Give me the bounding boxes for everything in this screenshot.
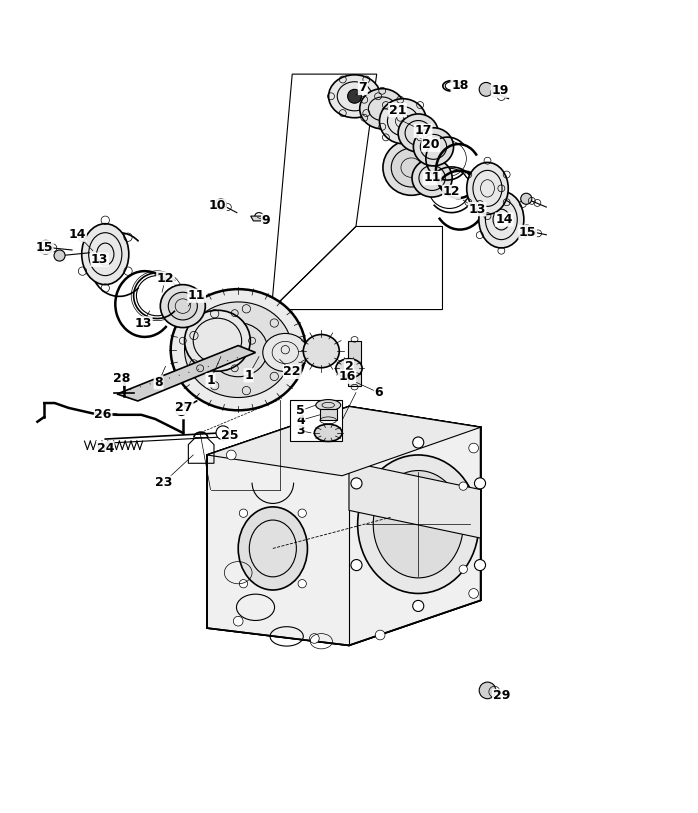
Ellipse shape: [412, 159, 452, 197]
Ellipse shape: [413, 128, 454, 166]
Text: 21: 21: [389, 103, 406, 116]
Text: 13: 13: [135, 317, 152, 330]
Circle shape: [459, 565, 468, 573]
Text: 28: 28: [113, 372, 131, 385]
Circle shape: [176, 404, 187, 415]
Text: 8: 8: [154, 376, 163, 389]
Circle shape: [469, 443, 479, 453]
Circle shape: [226, 450, 236, 460]
Circle shape: [351, 559, 362, 571]
Polygon shape: [207, 406, 480, 646]
Text: 11: 11: [188, 289, 205, 302]
Polygon shape: [117, 346, 255, 401]
Circle shape: [309, 633, 319, 643]
Ellipse shape: [171, 289, 306, 411]
Polygon shape: [348, 341, 362, 385]
Circle shape: [216, 198, 226, 210]
Text: 19: 19: [491, 85, 509, 98]
Ellipse shape: [304, 334, 339, 367]
Ellipse shape: [82, 224, 129, 285]
Text: 13: 13: [468, 202, 486, 215]
Text: 22: 22: [283, 365, 301, 378]
Text: 1: 1: [244, 369, 253, 382]
Circle shape: [298, 509, 306, 517]
Circle shape: [459, 482, 468, 490]
Text: 16: 16: [339, 370, 355, 383]
Text: 12: 12: [443, 185, 460, 198]
Ellipse shape: [238, 506, 307, 590]
Ellipse shape: [357, 455, 479, 593]
Text: 29: 29: [493, 689, 510, 702]
Text: 27: 27: [175, 402, 193, 415]
Text: 17: 17: [415, 124, 432, 137]
Ellipse shape: [329, 75, 380, 118]
Ellipse shape: [315, 399, 341, 411]
Polygon shape: [320, 409, 336, 420]
Text: 11: 11: [424, 172, 441, 185]
Polygon shape: [207, 406, 480, 476]
Circle shape: [475, 478, 486, 489]
Text: 9: 9: [262, 215, 270, 228]
Ellipse shape: [392, 148, 431, 187]
Text: 5: 5: [296, 404, 305, 417]
Circle shape: [475, 559, 486, 571]
Ellipse shape: [314, 424, 342, 441]
Text: 18: 18: [451, 80, 468, 93]
Polygon shape: [290, 399, 342, 441]
Text: 1: 1: [206, 374, 215, 387]
Polygon shape: [349, 462, 480, 538]
Ellipse shape: [168, 292, 198, 320]
Circle shape: [469, 589, 479, 598]
Circle shape: [239, 509, 248, 517]
Text: 15: 15: [36, 241, 53, 254]
Text: 14: 14: [496, 213, 513, 226]
Circle shape: [521, 193, 532, 204]
Text: 3: 3: [296, 424, 305, 437]
Text: 10: 10: [209, 199, 226, 212]
Circle shape: [351, 478, 362, 489]
Text: 26: 26: [94, 408, 112, 421]
Circle shape: [239, 580, 248, 588]
Text: 13: 13: [91, 253, 108, 266]
Circle shape: [39, 241, 52, 254]
Ellipse shape: [467, 163, 508, 215]
Circle shape: [376, 630, 385, 640]
Text: 12: 12: [157, 272, 174, 285]
Text: 24: 24: [96, 441, 114, 454]
Ellipse shape: [184, 311, 251, 372]
Text: 20: 20: [422, 138, 440, 151]
Text: 4: 4: [296, 414, 305, 427]
Text: 25: 25: [221, 429, 239, 442]
Circle shape: [216, 426, 230, 440]
Ellipse shape: [383, 140, 440, 195]
Text: 6: 6: [374, 386, 383, 399]
Ellipse shape: [380, 98, 426, 144]
Ellipse shape: [336, 359, 362, 378]
Text: 7: 7: [359, 81, 367, 94]
Ellipse shape: [184, 302, 292, 398]
Polygon shape: [207, 406, 480, 646]
Text: 14: 14: [69, 228, 87, 241]
Circle shape: [233, 616, 243, 626]
Circle shape: [413, 600, 424, 611]
Circle shape: [480, 82, 493, 96]
Ellipse shape: [479, 191, 524, 248]
Ellipse shape: [262, 333, 308, 372]
Ellipse shape: [359, 89, 405, 128]
Circle shape: [521, 225, 533, 236]
Text: 2: 2: [345, 360, 353, 373]
Circle shape: [480, 682, 496, 698]
Text: 23: 23: [155, 476, 172, 489]
Circle shape: [298, 580, 306, 588]
Text: 15: 15: [519, 225, 536, 238]
Circle shape: [54, 250, 65, 261]
Ellipse shape: [398, 114, 438, 152]
Circle shape: [348, 89, 362, 103]
Polygon shape: [251, 216, 267, 221]
Ellipse shape: [373, 471, 463, 578]
Circle shape: [413, 437, 424, 448]
Ellipse shape: [161, 285, 205, 328]
